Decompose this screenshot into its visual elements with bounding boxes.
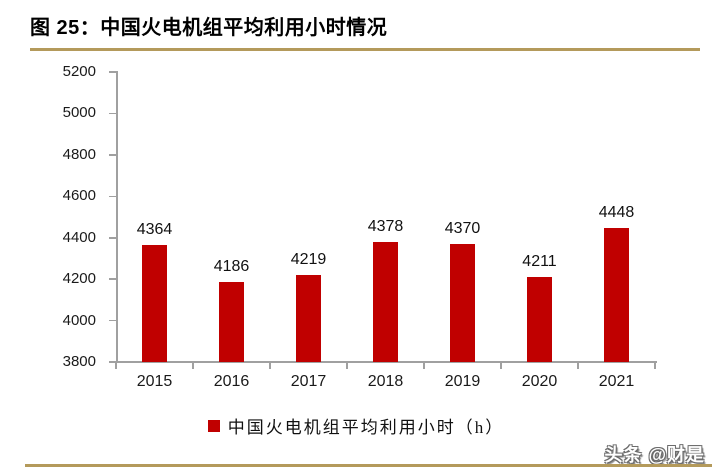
chart-legend: 中国火电机组平均利用小时（h） — [0, 413, 712, 438]
bar — [219, 282, 244, 362]
y-tick-label: 4200 — [62, 270, 96, 288]
bar-value-label: 4370 — [444, 219, 481, 237]
bar — [142, 245, 167, 362]
bar — [450, 243, 475, 362]
bar-value-label: 4364 — [136, 221, 173, 239]
x-tick-mark — [423, 363, 425, 369]
legend-label: 中国火电机组平均利用小时（h） — [227, 418, 505, 437]
x-tick-mark — [115, 363, 117, 369]
y-axis-line — [116, 71, 118, 363]
x-axis-label: 2018 — [367, 373, 404, 390]
y-tick-mark — [109, 361, 116, 363]
y-tick-mark — [109, 154, 116, 156]
x-axis-label: 2021 — [598, 373, 635, 390]
top-divider — [30, 48, 700, 51]
bar — [296, 275, 321, 362]
y-tick-label: 4400 — [62, 228, 96, 246]
y-tick-mark — [109, 237, 116, 239]
bar-value-label: 4219 — [290, 251, 327, 269]
y-tick-label: 4600 — [62, 187, 96, 205]
y-tick-mark — [109, 278, 116, 280]
y-tick-label: 4800 — [62, 145, 96, 163]
x-axis-label: 2017 — [290, 373, 327, 390]
y-tick-mark — [109, 319, 116, 322]
x-axis-label: 2016 — [213, 373, 250, 390]
x-axis-label: 2020 — [521, 373, 558, 390]
y-tick-label: 4000 — [62, 311, 96, 329]
y-tick-label: 5000 — [62, 104, 96, 122]
y-tick-label: 5200 — [62, 63, 96, 80]
x-axis-label: 2015 — [136, 373, 173, 390]
bar — [604, 227, 629, 362]
y-tick-label: 3800 — [62, 353, 96, 370]
x-tick-mark — [654, 363, 656, 369]
y-tick-mark — [109, 112, 116, 115]
bar-value-label: 4448 — [598, 203, 635, 221]
x-axis-line — [116, 361, 657, 363]
y-tick-mark — [109, 195, 116, 197]
x-tick-mark — [577, 363, 579, 369]
y-tick-mark — [109, 71, 116, 73]
x-tick-mark — [269, 363, 271, 369]
bar — [373, 242, 398, 362]
bottom-divider — [25, 464, 712, 467]
bar — [527, 276, 552, 362]
watermark: 头条 @财是 — [604, 445, 705, 465]
bar-value-label: 4211 — [522, 252, 557, 270]
x-axis-label: 2019 — [444, 373, 481, 390]
bar-value-label: 4186 — [213, 258, 250, 275]
x-tick-mark — [192, 363, 194, 369]
x-tick-mark — [346, 363, 348, 369]
legend-marker — [207, 419, 220, 432]
bar-value-label: 4378 — [367, 218, 404, 236]
figure-title: 图 25：中国火电机组平均利用小时情况 — [30, 17, 388, 39]
x-tick-mark — [500, 363, 502, 369]
